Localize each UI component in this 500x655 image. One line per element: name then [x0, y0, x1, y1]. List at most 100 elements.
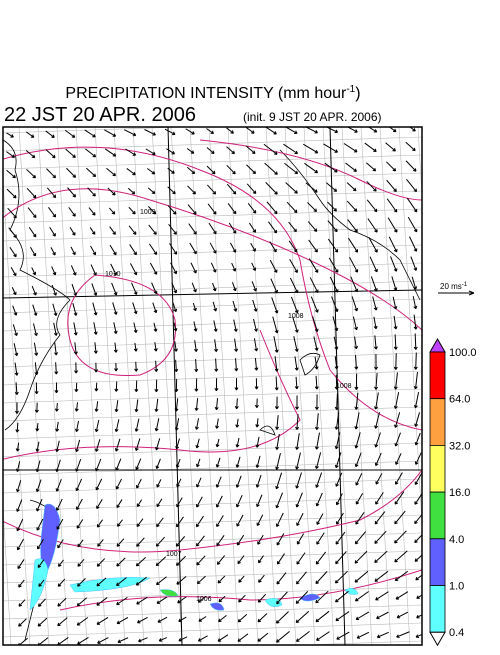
- colorbar-segment: [429, 585, 446, 633]
- wind-vector: [327, 238, 339, 253]
- wind-vector: [187, 204, 197, 215]
- wind-vector: [345, 162, 357, 172]
- colorbar-segment: [429, 491, 446, 540]
- isobar-label: 1007: [166, 551, 182, 558]
- wind-vector: [96, 519, 104, 528]
- wind-vector: [271, 297, 279, 314]
- wind-vector: [70, 265, 77, 276]
- wind-vector: [285, 182, 298, 194]
- wind-vector: [354, 570, 369, 583]
- graticule: [94, 127, 126, 645]
- graticule: [3, 334, 422, 350]
- wind-vector: [295, 492, 303, 508]
- wind-vector: [268, 221, 278, 234]
- wind-vector: [170, 262, 178, 275]
- isobar: [3, 469, 422, 553]
- wind-vector: [110, 263, 118, 276]
- wind-vector: [355, 472, 363, 486]
- wind-vector: [152, 302, 158, 314]
- wind-vector: [89, 227, 96, 235]
- wind-vector: [255, 418, 260, 428]
- wind-vector: [315, 551, 327, 565]
- wind-vector: [394, 412, 401, 428]
- wind-vector: [209, 242, 217, 254]
- wind-vector: [57, 617, 68, 627]
- wind-vector: [289, 277, 299, 294]
- wind-vector: [172, 302, 178, 313]
- wind-vector: [12, 324, 18, 337]
- wind-vector: [335, 590, 349, 603]
- wind-vector: [135, 458, 142, 470]
- wind-vector: [231, 282, 237, 292]
- wind-vector: [350, 276, 359, 293]
- wind-vector: [107, 187, 116, 196]
- coastline: [299, 352, 321, 376]
- graticule: [37, 127, 69, 645]
- graticule: [75, 127, 107, 645]
- wind-vector: [413, 314, 418, 330]
- wind-vector: [332, 316, 339, 332]
- wind-vector: [346, 200, 358, 212]
- wind-vector: [6, 151, 15, 158]
- wind-vector: [254, 378, 259, 390]
- wind-vector: [230, 242, 237, 253]
- wind-vector: [304, 127, 318, 134]
- wind-vector: [335, 472, 343, 487]
- wind-vector: [196, 575, 206, 585]
- wind-vector: [185, 128, 195, 135]
- wind-vector: [34, 402, 39, 413]
- wind-vector: [264, 162, 278, 175]
- wind-vector: [366, 181, 377, 192]
- wind-vector: [231, 262, 237, 272]
- wind-vector: [307, 221, 318, 232]
- wind-vector: [316, 513, 324, 525]
- wind-vector: [134, 438, 141, 452]
- graticule: [113, 127, 145, 645]
- wind-vector: [175, 438, 180, 450]
- wind-vector: [25, 150, 36, 159]
- wind-vector: [96, 498, 103, 510]
- wind-vector: [238, 594, 246, 603]
- graticule: [3, 501, 12, 645]
- wind-vector: [109, 226, 116, 235]
- wind-vector: [176, 478, 182, 488]
- wind-vector: [206, 165, 216, 175]
- graticule: [151, 127, 183, 645]
- wind-vector: [156, 479, 162, 488]
- wind-vector: [136, 518, 144, 527]
- wind-vector: [70, 246, 76, 256]
- wind-vector: [166, 148, 176, 155]
- colorbar-under: [429, 631, 446, 647]
- wind-vector: [329, 276, 339, 293]
- wind-vector: [234, 358, 239, 372]
- wind-vector: [77, 637, 89, 645]
- wind-vector: [174, 418, 180, 431]
- wind-vector: [97, 637, 109, 644]
- wind-vector: [116, 617, 129, 625]
- wind-vector: [206, 128, 215, 135]
- colorbar-segment: [429, 351, 446, 400]
- wind-vector: [125, 148, 137, 156]
- graticule: [3, 388, 422, 404]
- wind-vector: [214, 339, 218, 353]
- title-sup: -1: [346, 84, 355, 95]
- wind-vector: [48, 207, 57, 218]
- valid-time: 22 JST 20 APR. 2006: [4, 104, 196, 126]
- wind-vector: [87, 187, 96, 197]
- wind-vector: [334, 452, 342, 469]
- wind-vector: [169, 243, 178, 255]
- wind-vector: [194, 398, 199, 411]
- wind-vector: [409, 236, 418, 252]
- wind-vector: [316, 631, 330, 641]
- wind-vector: [290, 296, 299, 314]
- colorbar-label: 16.0: [449, 487, 470, 499]
- isobar: [199, 139, 422, 201]
- wind-vector: [115, 458, 122, 471]
- wind-vector: [212, 282, 217, 292]
- wind-vector: [323, 143, 338, 153]
- wind-vector: [94, 382, 99, 392]
- wind-vector: [233, 319, 238, 332]
- wind-vector: [215, 438, 220, 448]
- wind-vector: [396, 611, 409, 619]
- wind-vector: [235, 418, 240, 428]
